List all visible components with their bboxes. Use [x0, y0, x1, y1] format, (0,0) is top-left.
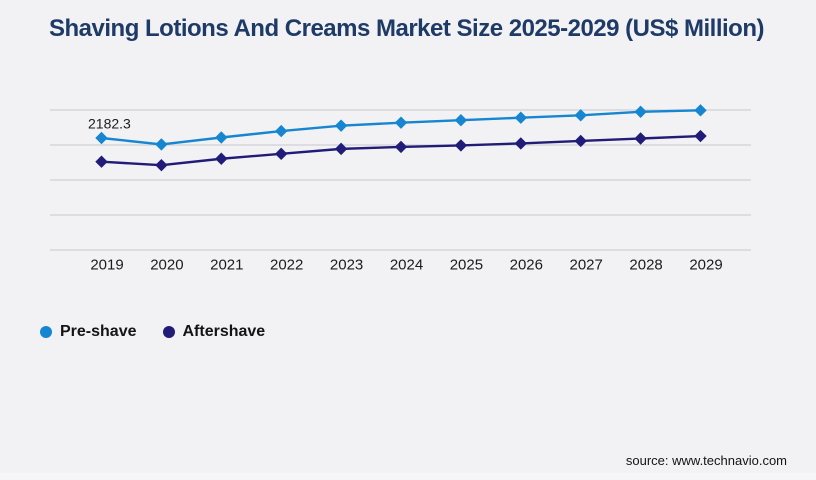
legend-label-aftershave: Aftershave — [182, 323, 266, 340]
x-axis-label-2020: 2020 — [150, 257, 183, 274]
chart-legend: Pre-shave Aftershave — [40, 323, 265, 341]
x-axis-label-2024: 2024 — [390, 257, 423, 274]
legend-label-pre-shave: Pre-shave — [60, 323, 137, 340]
aftershave-point-2027 — [574, 134, 587, 148]
x-axis-label-2028: 2028 — [629, 257, 662, 274]
aftershave-point-2029 — [694, 129, 707, 143]
pre-shave-point-2025 — [454, 114, 468, 127]
legend-item-aftershave[interactable]: Aftershave — [162, 323, 266, 341]
aftershave-point-2024 — [394, 140, 408, 154]
pre-shave-point-2024 — [394, 116, 408, 129]
x-axis-label-2019: 2019 — [90, 257, 123, 274]
legend-item-pre-shave[interactable]: Pre-shave — [40, 323, 137, 341]
value-label: 2182.3 — [88, 116, 131, 132]
aftershave-point-2020 — [155, 158, 168, 172]
market-size-line-chart: 2182.3 2019 2020 2021 2022 2023 2024 2025 2026 20… — [50, 104, 751, 274]
bottom-strip — [0, 473, 816, 480]
x-axis-label-2027: 2027 — [570, 257, 603, 274]
aftershave-legend-dot-icon — [162, 326, 175, 338]
aftershave-point-2021 — [215, 152, 228, 165]
pre-shave-point-2019 — [95, 131, 108, 145]
aftershave-point-2028 — [634, 132, 647, 145]
pre-shave-point-2021 — [215, 131, 228, 144]
pre-shave-point-2029 — [694, 104, 707, 117]
source-attribution: source: www.technavio.com — [625, 453, 787, 468]
pre-shave-point-2027 — [574, 109, 587, 122]
chart-title: Shaving Lotions And Creams Market Size 2… — [49, 15, 764, 42]
x-axis-label-2029: 2029 — [689, 257, 722, 274]
x-axis-label-2025: 2025 — [450, 257, 483, 274]
x-axis-label-2022: 2022 — [270, 257, 303, 274]
pre-shave-point-2028 — [634, 105, 647, 119]
aftershave-point-2019 — [95, 155, 108, 168]
x-axis-label-2023: 2023 — [330, 257, 363, 274]
pre-shave-legend-dot-icon — [40, 326, 52, 338]
aftershave-point-2026 — [514, 137, 527, 150]
pre-shave-point-2026 — [514, 111, 527, 124]
aftershave-point-2023 — [334, 142, 348, 156]
aftershave-point-2025 — [454, 139, 468, 152]
pre-shave-point-2022 — [275, 124, 288, 138]
x-axis-label-2021: 2021 — [210, 257, 243, 274]
aftershave-point-2022 — [275, 147, 288, 161]
pre-shave-point-2023 — [334, 119, 348, 132]
pre-shave-point-2020 — [155, 138, 168, 151]
x-axis-label-2026: 2026 — [510, 257, 543, 274]
